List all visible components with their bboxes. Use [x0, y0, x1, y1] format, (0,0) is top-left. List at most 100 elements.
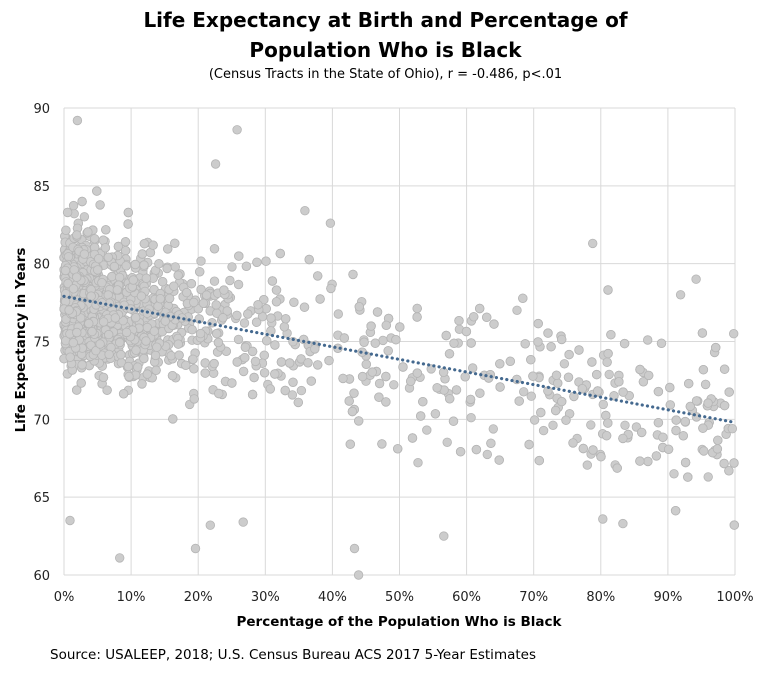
data-point	[259, 350, 270, 361]
data-point	[120, 237, 131, 247]
data-point	[150, 350, 161, 361]
data-point	[671, 425, 681, 436]
data-point	[100, 243, 111, 253]
data-point	[232, 357, 242, 367]
data-point	[114, 337, 125, 348]
data-point	[68, 284, 79, 294]
data-point	[377, 439, 387, 449]
x-tick-label: 40%	[318, 590, 347, 605]
data-point	[289, 297, 299, 308]
data-point	[79, 212, 90, 222]
data-point	[680, 457, 691, 468]
data-point	[393, 444, 403, 454]
data-point	[296, 385, 307, 396]
data-point	[162, 244, 173, 254]
x-tick-labels: 0% 10% 20% 30% 40% 50% 60% 70% 80% 90% 100%	[54, 590, 754, 605]
y-tick-label: 90	[33, 102, 50, 117]
data-point	[416, 411, 426, 421]
data-point	[357, 371, 368, 382]
data-point	[62, 207, 73, 218]
data-point	[141, 336, 151, 346]
data-point	[118, 389, 129, 399]
data-point	[691, 274, 701, 284]
data-point	[644, 370, 654, 381]
data-point	[347, 406, 358, 417]
data-point	[475, 303, 485, 314]
data-point	[112, 285, 123, 295]
data-point	[553, 378, 563, 388]
data-point	[546, 342, 556, 352]
data-point	[413, 458, 423, 468]
x-tick-label: 80%	[586, 590, 615, 605]
chart-title-line-2: Population Who is Black	[249, 38, 522, 62]
data-point	[189, 364, 199, 374]
data-point	[181, 360, 191, 371]
data-point	[160, 316, 171, 326]
data-point	[468, 363, 478, 373]
data-point	[412, 312, 422, 322]
data-point	[251, 317, 262, 327]
data-point	[466, 413, 476, 423]
data-point	[265, 384, 276, 394]
data-point	[703, 472, 713, 482]
data-point	[287, 390, 298, 400]
data-point	[703, 398, 713, 408]
data-point	[101, 225, 111, 235]
data-point	[186, 279, 197, 289]
data-point	[559, 359, 570, 369]
data-point	[512, 305, 522, 316]
data-point	[253, 300, 263, 310]
data-point	[604, 369, 614, 380]
y-axis-title: Life Expectancy in Years	[13, 248, 29, 433]
data-point	[87, 326, 97, 337]
data-point	[489, 319, 499, 329]
data-point	[181, 287, 192, 298]
data-point	[72, 230, 82, 240]
data-point	[270, 369, 280, 379]
data-point	[168, 414, 178, 424]
data-point	[141, 273, 152, 284]
data-point	[249, 372, 259, 383]
data-point	[383, 346, 393, 356]
data-point	[68, 338, 79, 348]
data-point	[361, 359, 372, 370]
data-point	[381, 371, 391, 382]
data-point	[103, 252, 114, 262]
data-point	[344, 396, 354, 406]
data-point	[338, 373, 348, 384]
data-point	[110, 313, 121, 323]
data-point	[139, 353, 149, 364]
data-point	[719, 364, 730, 374]
data-point	[482, 312, 492, 323]
data-point	[586, 420, 596, 430]
data-point	[678, 431, 689, 441]
data-point	[529, 415, 540, 425]
x-tick-label: 100%	[716, 590, 753, 605]
data-point	[76, 378, 86, 388]
data-point	[86, 291, 96, 301]
data-point	[243, 309, 253, 319]
data-point	[582, 460, 593, 470]
data-point	[699, 446, 709, 456]
data-point	[241, 261, 252, 272]
data-point	[637, 427, 647, 438]
data-point	[77, 360, 87, 370]
data-point	[486, 438, 496, 449]
data-point	[381, 397, 391, 407]
data-point	[370, 338, 381, 348]
data-point	[712, 444, 723, 454]
data-point	[339, 333, 350, 343]
data-point	[79, 249, 90, 259]
data-point	[189, 297, 199, 308]
data-point	[614, 377, 624, 387]
data-point	[259, 368, 270, 378]
data-point	[348, 269, 358, 280]
data-point	[324, 355, 334, 366]
data-point	[261, 256, 271, 266]
data-point	[697, 328, 708, 338]
data-point	[724, 466, 734, 476]
data-point	[665, 400, 676, 410]
data-point	[211, 300, 221, 310]
data-point	[247, 389, 258, 400]
